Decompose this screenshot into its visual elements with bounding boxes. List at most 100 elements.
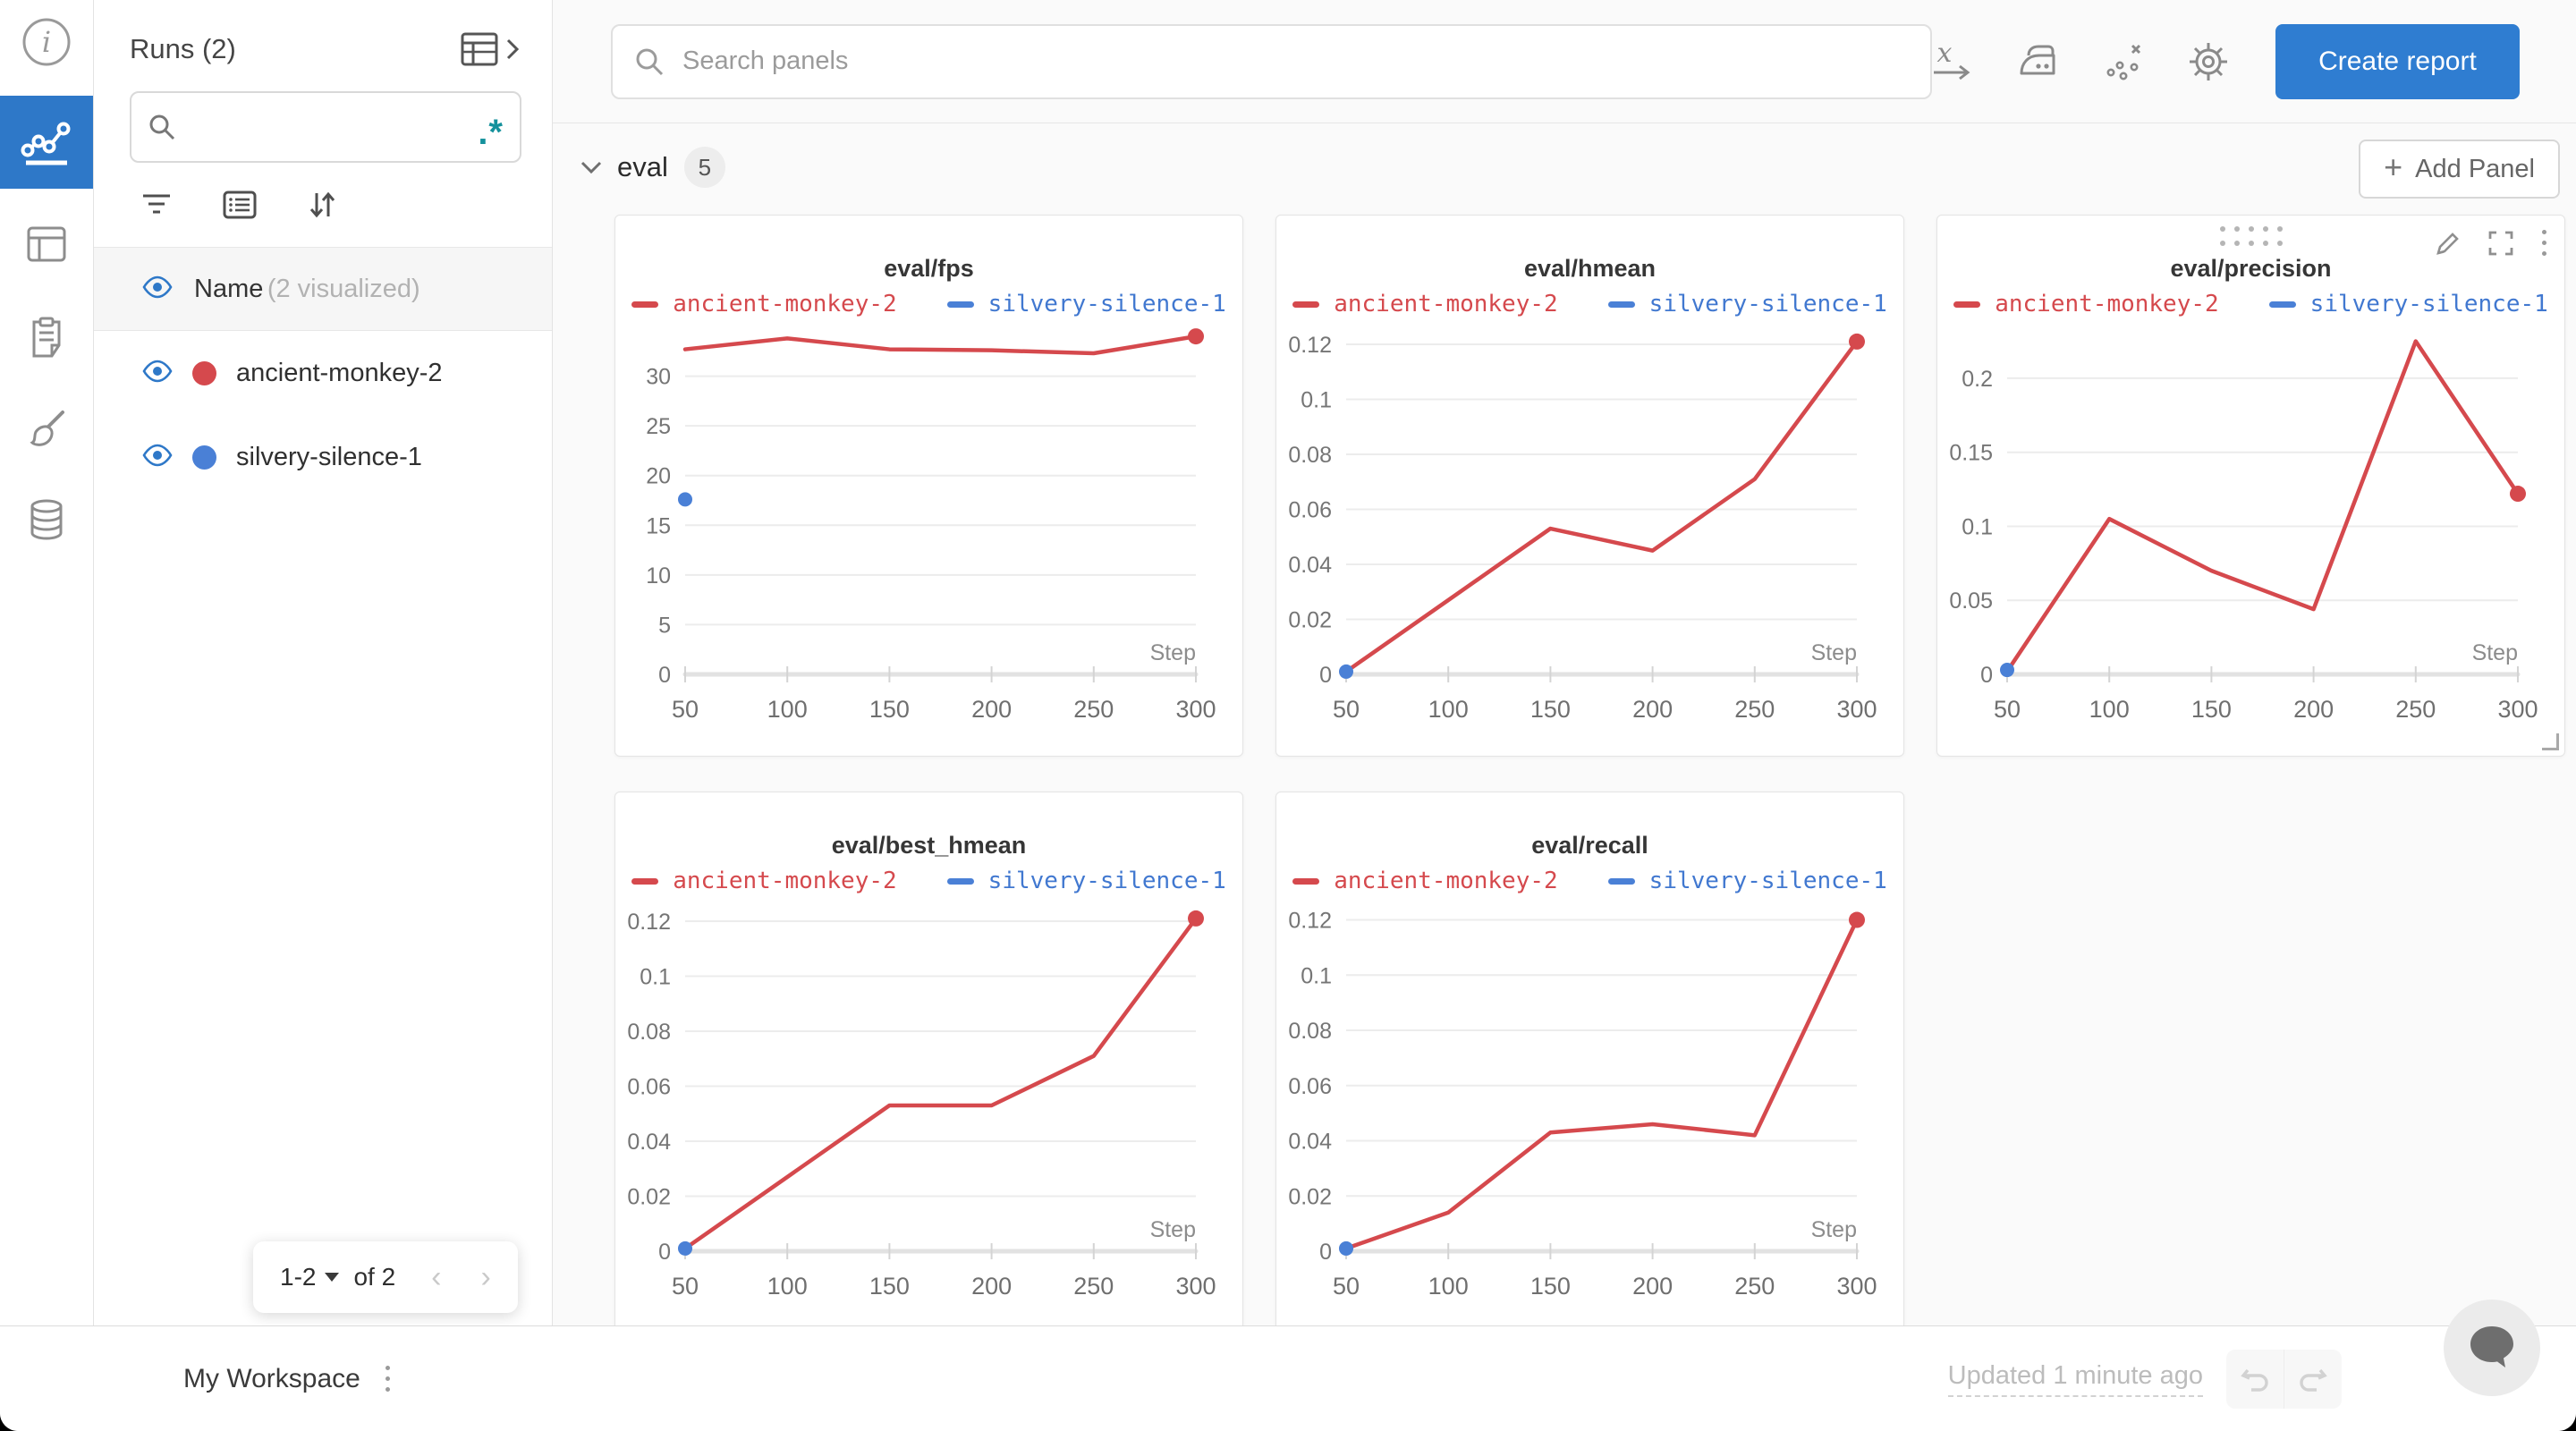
runs-search-input[interactable] [189,112,479,142]
undo-button[interactable] [2226,1350,2284,1409]
svg-text:0.12: 0.12 [627,910,671,935]
legend-item: silvery-silence-1 [946,868,1226,894]
svg-text:200: 200 [1632,1273,1673,1300]
svg-text:25: 25 [646,414,671,439]
panels-content: eval 5 + Add Panel eval/fps ancient-monke… [553,123,2576,1334]
eye-icon[interactable] [142,360,173,387]
filter-icon[interactable] [140,191,173,218]
svg-text:15: 15 [646,513,671,538]
next-page-chevron[interactable]: › [480,1260,491,1294]
outliers-icon[interactable] [2102,40,2145,83]
svg-text:0.04: 0.04 [1288,1130,1332,1155]
eye-icon[interactable] [142,444,173,471]
svg-text:100: 100 [1428,1273,1469,1300]
panel-menu-kebab-icon[interactable] [2540,228,2548,258]
svg-text:Step: Step [1150,640,1196,665]
chart-legend: ancient-monkey-2 silvery-silence-1 [1276,868,1903,894]
svg-text:0.08: 0.08 [1288,443,1332,468]
page-range-dropdown[interactable]: 1-2 [280,1263,340,1291]
section-title: eval [617,151,668,182]
run-color-dot [192,445,216,470]
svg-text:200: 200 [2293,696,2334,723]
chart-plot[interactable]: 0 0.05 0.1 0.15 0.2 50 100 150 200 250 300 Step [1937,319,2564,745]
svg-text:200: 200 [971,1273,1012,1300]
run-row-silvery-silence-1[interactable]: silvery-silence-1 [94,415,552,499]
resize-handle[interactable] [2542,733,2559,750]
svg-text:100: 100 [2089,696,2130,723]
runs-search-box[interactable]: .* [130,91,521,163]
svg-text:50: 50 [1994,696,2021,723]
svg-text:250: 250 [1073,1273,1114,1300]
svg-text:150: 150 [1530,1273,1571,1300]
nav-table[interactable] [0,224,93,264]
nav-logs[interactable] [0,317,93,358]
legend-item: ancient-monkey-2 [1292,291,1558,318]
panel-eval-fps[interactable]: eval/fps ancient-monkey-2 silvery-silence-… [614,215,1243,757]
svg-text:150: 150 [2191,696,2232,723]
svg-text:0.06: 0.06 [1288,1074,1332,1099]
panel-search-box[interactable] [611,23,1932,99]
page-total: of 2 [353,1263,396,1291]
runs-name-header-row[interactable]: Name (2 visualized) [94,247,552,331]
group-list-icon[interactable] [223,191,257,219]
svg-text:250: 250 [1073,696,1114,723]
svg-text:0.06: 0.06 [1288,497,1332,522]
chart-plot[interactable]: 0 5 10 15 20 25 30 50 100 150 200 250 300 Step [615,319,1242,745]
create-report-button[interactable]: Create report [2275,23,2520,99]
x-axis-settings-icon[interactable]: x [1932,42,1975,81]
svg-text:100: 100 [767,1273,808,1300]
section-chevron-down-icon[interactable] [580,159,603,175]
chart-plot[interactable]: 0 0.02 0.04 0.06 0.08 0.1 0.12 50 100 150 200 250 30… [1276,319,1903,745]
svg-text:200: 200 [971,696,1012,723]
workspace-menu-kebab-icon[interactable] [384,1364,392,1393]
chat-support-button[interactable] [2444,1300,2540,1396]
svg-text:150: 150 [1530,696,1571,723]
add-panel-button[interactable]: + Add Panel [2359,140,2560,199]
edit-panel-pencil-icon[interactable] [2435,230,2462,257]
expand-runs-chevron-icon[interactable] [504,35,521,64]
redo-button[interactable] [2284,1349,2342,1409]
legend-item: ancient-monkey-2 [631,868,897,894]
prev-page-chevron[interactable]: ‹ [431,1260,442,1294]
info-icon[interactable]: i [0,16,93,68]
run-row-ancient-monkey-2[interactable]: ancient-monkey-2 [94,331,552,415]
smoothing-iron-icon[interactable] [2016,43,2061,80]
legend-item: silvery-silence-1 [946,291,1226,318]
svg-text:0: 0 [658,663,671,688]
plus-icon: + [2384,148,2403,185]
nav-charts-active[interactable] [0,96,93,189]
fullscreen-icon[interactable] [2487,229,2515,258]
nav-sweeps[interactable] [0,409,93,448]
svg-text:0: 0 [658,1240,671,1265]
drag-handle-icon[interactable] [2219,226,2283,246]
svg-text:300: 300 [1175,696,1216,723]
svg-text:300: 300 [1836,1273,1877,1300]
sort-icon[interactable] [307,190,337,220]
eye-icon[interactable] [142,275,173,303]
panel-eval-precision[interactable]: eval/precision ancient-monkey-2 silvery-si… [1936,215,2565,757]
chart-legend: ancient-monkey-2 silvery-silence-1 [1937,291,2564,318]
svg-text:0.12: 0.12 [1288,909,1332,934]
run-list: ancient-monkey-2 silvery-silence-1 [94,331,552,499]
run-color-dot [192,360,216,385]
panel-search-input[interactable] [681,46,1909,77]
panel-eval-best_hmean[interactable]: eval/best_hmean ancient-monkey-2 silvery-s… [614,792,1243,1334]
nav-artifacts[interactable] [0,499,93,540]
chart-legend: ancient-monkey-2 silvery-silence-1 [615,291,1242,318]
runs-header: Runs (2) [94,0,552,66]
settings-gear-icon[interactable] [2186,39,2231,84]
svg-text:250: 250 [1734,696,1775,723]
panels-grid: eval/fps ancient-monkey-2 silvery-silence-… [614,215,2576,1334]
panel-eval-hmean[interactable]: eval/hmean ancient-monkey-2 silvery-silenc… [1275,215,1904,757]
chart-plot[interactable]: 0 0.02 0.04 0.06 0.08 0.1 0.12 50 100 150 200 250 30… [1276,896,1903,1322]
visualized-count: (2 visualized) [267,274,420,303]
runs-table-icon[interactable] [461,32,498,66]
legend-item: silvery-silence-1 [2268,291,2548,318]
svg-text:0.08: 0.08 [627,1020,671,1045]
caret-down-icon [325,1273,340,1282]
panel-eval-recall[interactable]: eval/recall ancient-monkey-2 silvery-silen… [1275,792,1904,1334]
chart-plot[interactable]: 0 0.02 0.04 0.06 0.08 0.1 0.12 50 100 150 200 250 30… [615,896,1242,1322]
last-updated-label[interactable]: Updated 1 minute ago [1947,1361,2203,1397]
svg-text:Step: Step [1811,1217,1857,1242]
workspace-main: x Create report [553,0,2576,1334]
